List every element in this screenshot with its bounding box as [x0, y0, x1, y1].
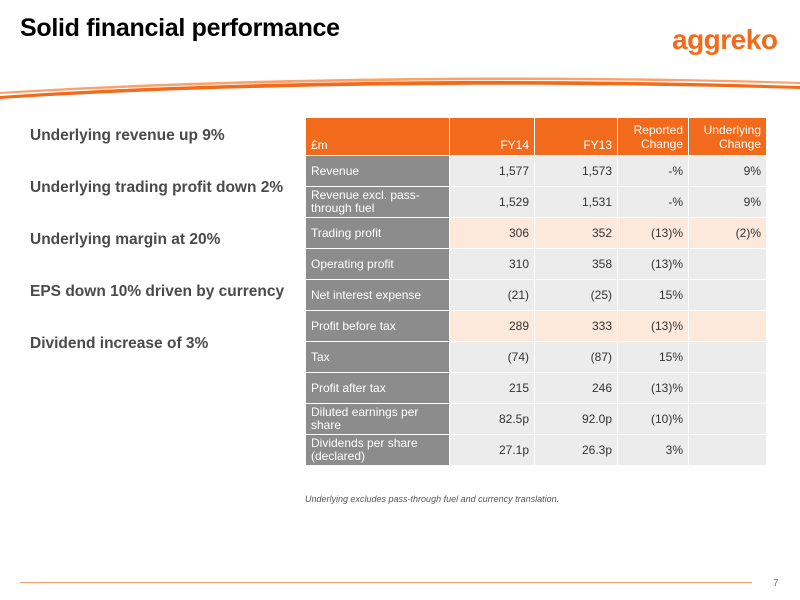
- table-row: Net interest expense (21) (25) 15%: [306, 280, 766, 310]
- cell-fy14: 215: [450, 373, 534, 403]
- cell-fy13: 26.3p: [535, 435, 617, 465]
- cell-reported-change: 3%: [618, 435, 688, 465]
- table-row: Trading profit 306 352 (13)% (2)%: [306, 218, 766, 248]
- row-label: Revenue: [306, 156, 449, 186]
- cell-underlying-change: [689, 311, 766, 341]
- table-row: Dividends per share (declared) 27.1p 26.…: [306, 435, 766, 465]
- row-label: Profit before tax: [306, 311, 449, 341]
- cell-fy13: (25): [535, 280, 617, 310]
- row-label: Diluted earnings per share: [306, 404, 449, 434]
- cell-fy13: 333: [535, 311, 617, 341]
- cell-reported-change: -%: [618, 187, 688, 217]
- cell-fy14: 310: [450, 249, 534, 279]
- cell-underlying-change: [689, 342, 766, 372]
- footer-divider: [20, 582, 752, 583]
- header-currency: £m: [306, 118, 449, 155]
- cell-reported-change: (10)%: [618, 404, 688, 434]
- row-label: Dividends per share (declared): [306, 435, 449, 465]
- cell-fy14: (21): [450, 280, 534, 310]
- cell-reported-change: (13)%: [618, 218, 688, 248]
- table-row: Profit before tax 289 333 (13)%: [306, 311, 766, 341]
- table-row: Operating profit 310 358 (13)%: [306, 249, 766, 279]
- cell-reported-change: 15%: [618, 342, 688, 372]
- cell-underlying-change: [689, 249, 766, 279]
- cell-fy14: 1,577: [450, 156, 534, 186]
- cell-reported-change: (13)%: [618, 249, 688, 279]
- cell-fy14: 82.5p: [450, 404, 534, 434]
- table-header-row: £m FY14 FY13 Reported Change Underlying …: [306, 118, 766, 155]
- cell-fy14: 27.1p: [450, 435, 534, 465]
- header-underlying-change: Underlying Change: [689, 118, 766, 155]
- cell-fy13: 358: [535, 249, 617, 279]
- table-footnote: Underlying excludes pass-through fuel an…: [305, 494, 560, 504]
- cell-fy14: 289: [450, 311, 534, 341]
- table-row: Revenue 1,577 1,573 -% 9%: [306, 156, 766, 186]
- cell-reported-change: (13)%: [618, 311, 688, 341]
- highlights-list: Underlying revenue up 9% Underlying trad…: [30, 123, 300, 383]
- header-fy14: FY14: [450, 118, 534, 155]
- table-row: Tax (74) (87) 15%: [306, 342, 766, 372]
- cell-fy14: 1,529: [450, 187, 534, 217]
- cell-fy13: 352: [535, 218, 617, 248]
- table-row: Profit after tax 215 246 (13)%: [306, 373, 766, 403]
- highlight-eps: EPS down 10% driven by currency: [30, 283, 285, 300]
- cell-underlying-change: [689, 435, 766, 465]
- cell-underlying-change: [689, 373, 766, 403]
- row-label: Profit after tax: [306, 373, 449, 403]
- cell-reported-change: -%: [618, 156, 688, 186]
- cell-reported-change: (13)%: [618, 373, 688, 403]
- cell-fy14: 306: [450, 218, 534, 248]
- cell-reported-change: 15%: [618, 280, 688, 310]
- row-label: Tax: [306, 342, 449, 372]
- row-label: Operating profit: [306, 249, 449, 279]
- table-row: Diluted earnings per share 82.5p 92.0p (…: [306, 404, 766, 434]
- row-label: Trading profit: [306, 218, 449, 248]
- cell-underlying-change: (2)%: [689, 218, 766, 248]
- cell-fy13: 246: [535, 373, 617, 403]
- aggreko-logo: aggreko: [672, 24, 778, 55]
- cell-fy13: (87): [535, 342, 617, 372]
- slide-title: Solid financial performance: [20, 14, 340, 42]
- highlight-margin: Underlying margin at 20%: [30, 231, 221, 248]
- cell-underlying-change: [689, 280, 766, 310]
- cell-underlying-change: 9%: [689, 187, 766, 217]
- row-label: Revenue excl. pass-through fuel: [306, 187, 449, 217]
- cell-fy13: 1,531: [535, 187, 617, 217]
- highlight-dividend: Dividend increase of 3%: [30, 335, 209, 352]
- financial-table: £m FY14 FY13 Reported Change Underlying …: [305, 117, 767, 466]
- cell-underlying-change: [689, 404, 766, 434]
- orange-swoosh-divider: [0, 77, 800, 99]
- table-row: Revenue excl. pass-through fuel 1,529 1,…: [306, 187, 766, 217]
- cell-underlying-change: 9%: [689, 156, 766, 186]
- cell-fy13: 92.0p: [535, 404, 617, 434]
- header-fy13: FY13: [535, 118, 617, 155]
- row-label: Net interest expense: [306, 280, 449, 310]
- page-number: 7: [773, 578, 779, 589]
- cell-fy13: 1,573: [535, 156, 617, 186]
- highlight-trading-profit: Underlying trading profit down 2%: [30, 179, 284, 196]
- header-reported-change: Reported Change: [618, 118, 688, 155]
- highlight-revenue: Underlying revenue up 9%: [30, 127, 225, 144]
- cell-fy14: (74): [450, 342, 534, 372]
